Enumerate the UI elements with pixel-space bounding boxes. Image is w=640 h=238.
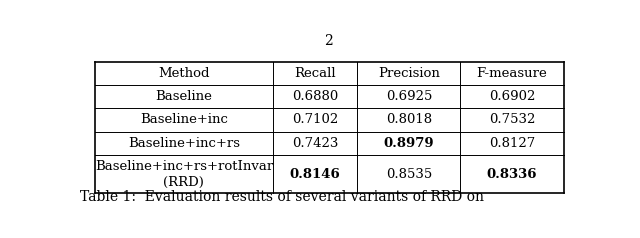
Text: 0.8146: 0.8146 <box>290 168 340 181</box>
Text: 2: 2 <box>324 34 332 48</box>
Text: 0.7532: 0.7532 <box>489 114 535 126</box>
Text: 0.8979: 0.8979 <box>383 137 434 150</box>
Text: F-measure: F-measure <box>477 67 547 80</box>
Text: 0.8127: 0.8127 <box>489 137 535 150</box>
Text: Baseline+inc+rs+rotInvar
(RRD): Baseline+inc+rs+rotInvar (RRD) <box>95 160 273 189</box>
Text: 0.6902: 0.6902 <box>489 90 535 103</box>
Text: 0.6880: 0.6880 <box>292 90 339 103</box>
Text: Baseline+inc: Baseline+inc <box>140 114 228 126</box>
Text: 0.8018: 0.8018 <box>386 114 432 126</box>
Text: 0.7423: 0.7423 <box>292 137 339 150</box>
Text: 0.6925: 0.6925 <box>386 90 432 103</box>
Text: Precision: Precision <box>378 67 440 80</box>
Text: Table 1:  Evaluation results of several variants of RRD on: Table 1: Evaluation results of several v… <box>80 190 484 204</box>
Text: 0.8336: 0.8336 <box>487 168 538 181</box>
Text: Recall: Recall <box>294 67 336 80</box>
Text: 0.8535: 0.8535 <box>386 168 432 181</box>
Text: Baseline: Baseline <box>156 90 212 103</box>
Text: Baseline+inc+rs: Baseline+inc+rs <box>128 137 240 150</box>
Text: 0.7102: 0.7102 <box>292 114 339 126</box>
Text: Method: Method <box>158 67 210 80</box>
